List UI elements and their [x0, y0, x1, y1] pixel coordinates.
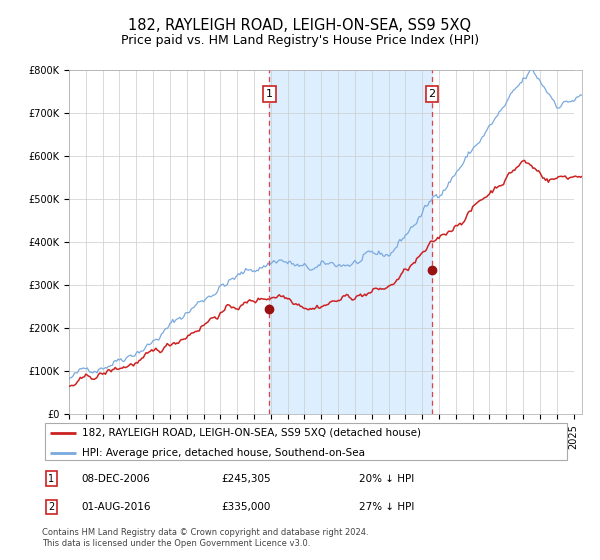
Text: Contains HM Land Registry data © Crown copyright and database right 2024.
This d: Contains HM Land Registry data © Crown c…	[42, 528, 368, 548]
Text: Price paid vs. HM Land Registry's House Price Index (HPI): Price paid vs. HM Land Registry's House …	[121, 34, 479, 47]
Text: HPI: Average price, detached house, Southend-on-Sea: HPI: Average price, detached house, Sout…	[82, 448, 365, 458]
Text: 27% ↓ HPI: 27% ↓ HPI	[359, 502, 414, 512]
Text: 2: 2	[49, 502, 55, 512]
Text: 2: 2	[428, 89, 436, 99]
Text: £245,305: £245,305	[221, 474, 271, 483]
Text: 20% ↓ HPI: 20% ↓ HPI	[359, 474, 414, 483]
Text: 08-DEC-2006: 08-DEC-2006	[82, 474, 151, 483]
FancyBboxPatch shape	[44, 423, 568, 460]
Text: 1: 1	[266, 89, 273, 99]
Bar	[269, 70, 432, 414]
Bar	[574, 70, 582, 414]
Text: 182, RAYLEIGH ROAD, LEIGH-ON-SEA, SS9 5XQ: 182, RAYLEIGH ROAD, LEIGH-ON-SEA, SS9 5X…	[128, 18, 472, 32]
Text: 182, RAYLEIGH ROAD, LEIGH-ON-SEA, SS9 5XQ (detached house): 182, RAYLEIGH ROAD, LEIGH-ON-SEA, SS9 5X…	[82, 428, 421, 438]
Text: 1: 1	[49, 474, 55, 483]
Text: 01-AUG-2016: 01-AUG-2016	[82, 502, 151, 512]
Text: £335,000: £335,000	[221, 502, 271, 512]
